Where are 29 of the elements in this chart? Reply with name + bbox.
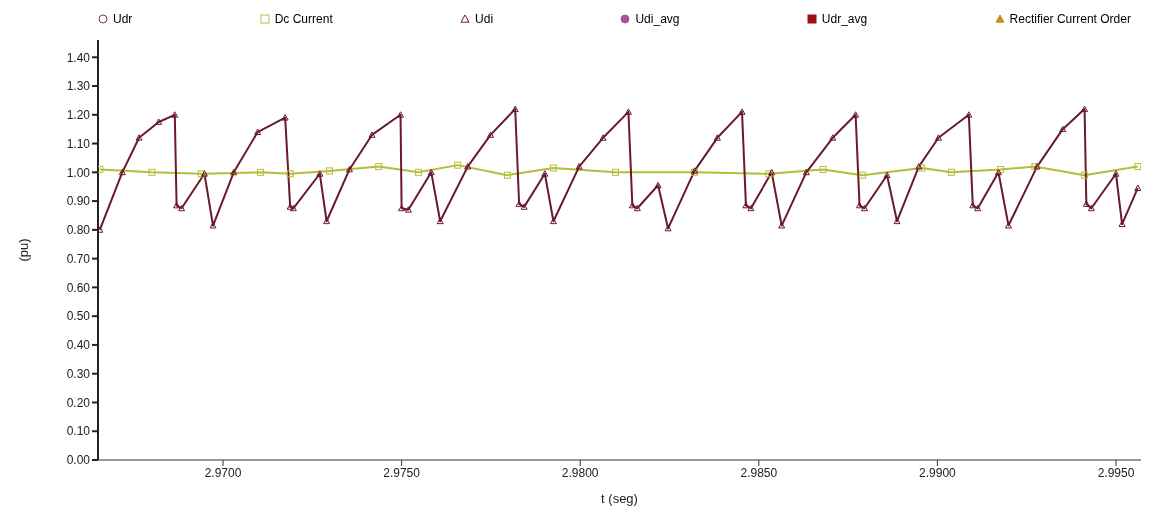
x-tick-label: 2.9950 [1097,465,1135,480]
y-tick-label: 0.10 [66,424,91,439]
legend-label: Rectifier Current Order [1009,12,1131,26]
legend-label: Udr [113,12,133,26]
x-tick-label: 2.9750 [383,465,421,480]
x-tick-label: 2.9800 [561,465,599,480]
y-tick-label: 1.40 [66,50,91,65]
legend-label: Udr_avg [821,12,868,26]
y-tick-label: 0.60 [66,280,91,295]
y-tick-label: 0.50 [66,309,91,324]
x-tick-label: 2.9700 [204,465,242,480]
x-axis-title: t (seg) [601,491,638,506]
y-axis-title: (pu) [15,238,31,262]
y-tick-label: 1.10 [66,136,91,151]
y-tick-label: 0.40 [66,338,91,353]
x-tick-label: 2.9900 [919,465,957,480]
x-tick-label: 2.9850 [740,465,778,480]
y-tick-label: 1.00 [66,165,91,180]
y-tick-label: 0.20 [66,395,91,410]
legend-label: Dc Current [274,12,333,26]
y-tick-label: 0.90 [66,194,91,209]
y-tick-label: 0.70 [66,251,91,266]
legend-label: Udi_avg [635,12,680,26]
y-tick-label: 0.00 [66,453,91,468]
legend-label: Udi [475,12,494,26]
y-tick-label: 1.30 [66,79,91,94]
y-tick-label: 0.30 [66,366,91,381]
y-tick-label: 1.20 [66,108,91,123]
y-tick-label: 0.80 [66,223,91,238]
